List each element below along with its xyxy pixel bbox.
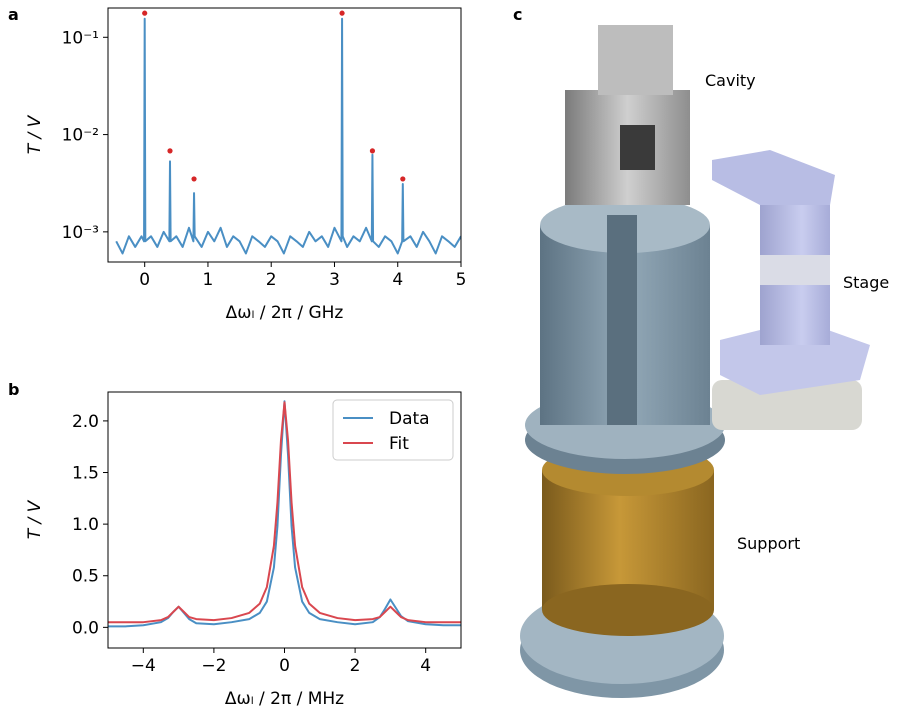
peak-marker bbox=[400, 176, 406, 182]
peak-marker bbox=[167, 148, 173, 154]
y-tick-label: 10⁻¹ bbox=[62, 28, 99, 48]
legend-label: Fit bbox=[389, 434, 409, 454]
y-axis-label: T / V bbox=[25, 499, 45, 539]
y-axis-label: T / V bbox=[25, 114, 45, 154]
panel-label: c bbox=[513, 5, 522, 24]
cavity-top bbox=[598, 25, 673, 95]
legend-box bbox=[332, 399, 454, 461]
illustration: c Cavity Stage Support bbox=[513, 5, 889, 698]
y-tick-label: 0.0 bbox=[72, 618, 99, 638]
stage-arm bbox=[712, 150, 835, 205]
y-tick-label: 10⁻³ bbox=[62, 223, 99, 243]
body-slot bbox=[607, 215, 637, 425]
peak-marker bbox=[191, 176, 197, 182]
x-axis-label: Δωₗ / 2π / GHz bbox=[226, 303, 344, 323]
y-tick-label: 10⁻² bbox=[62, 126, 99, 146]
plot-area bbox=[108, 400, 461, 628]
plot-frame bbox=[107, 7, 462, 263]
annotation: Cavity bbox=[705, 71, 756, 90]
data-line bbox=[108, 401, 461, 624]
peak-marker bbox=[142, 10, 148, 16]
x-axis-label: Δωₗ / 2π / MHz bbox=[225, 689, 344, 709]
chart: a 0 1 2 3 4 5 10⁻¹ 10⁻² 10⁻³ Δωₗ / 2π / GHz T / V bbox=[8, 5, 466, 323]
plot-area bbox=[115, 10, 461, 255]
x-tick-label: 0 bbox=[279, 656, 290, 676]
peak-marker bbox=[339, 10, 345, 16]
x-tick-label: 4 bbox=[420, 656, 431, 676]
annotation: Support bbox=[737, 534, 800, 553]
chart: b −4 −2 0 2 4 0.0 0.5 1.0 1.5 2.0 Δωₗ / 2π / MHz T /… bbox=[8, 380, 462, 709]
stage-plate bbox=[720, 320, 870, 395]
x-tick-label: 4 bbox=[392, 270, 403, 290]
y-tick-label: 1.0 bbox=[72, 515, 99, 535]
legend-label: Data bbox=[389, 409, 430, 429]
stage-band bbox=[760, 255, 830, 285]
x-tick-label: 0 bbox=[139, 270, 150, 290]
x-tick-label: 3 bbox=[329, 270, 340, 290]
x-tick-label: 1 bbox=[203, 270, 214, 290]
y-tick-label: 2.0 bbox=[72, 412, 99, 432]
annotation: Stage bbox=[843, 273, 889, 292]
x-tick-label: −4 bbox=[131, 656, 156, 676]
y-tick-label: 0.5 bbox=[72, 567, 99, 587]
x-tick-label: 2 bbox=[266, 270, 277, 290]
panel-label: a bbox=[8, 5, 19, 24]
x-tick-label: 2 bbox=[350, 656, 361, 676]
x-tick-label: −2 bbox=[201, 656, 226, 676]
panel-label: b bbox=[8, 380, 19, 399]
peak-marker bbox=[369, 148, 376, 154]
support-bottom bbox=[542, 584, 714, 636]
stage-base bbox=[712, 380, 862, 430]
cavity-window bbox=[620, 125, 655, 170]
data-line bbox=[115, 17, 461, 255]
y-tick-label: 1.5 bbox=[72, 464, 99, 484]
x-tick-label: 5 bbox=[456, 270, 467, 290]
